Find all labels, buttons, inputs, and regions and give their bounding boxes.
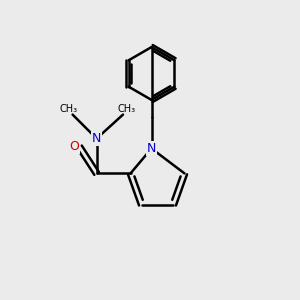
Text: CH₃: CH₃ [118, 104, 136, 114]
Text: N: N [92, 132, 101, 145]
Text: N: N [147, 142, 156, 155]
Text: O: O [69, 140, 79, 154]
Text: CH₃: CH₃ [60, 104, 78, 114]
